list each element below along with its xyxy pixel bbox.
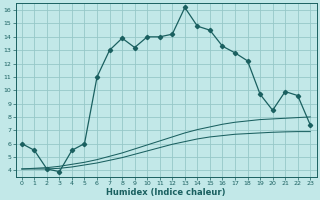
X-axis label: Humidex (Indice chaleur): Humidex (Indice chaleur) — [106, 188, 226, 197]
